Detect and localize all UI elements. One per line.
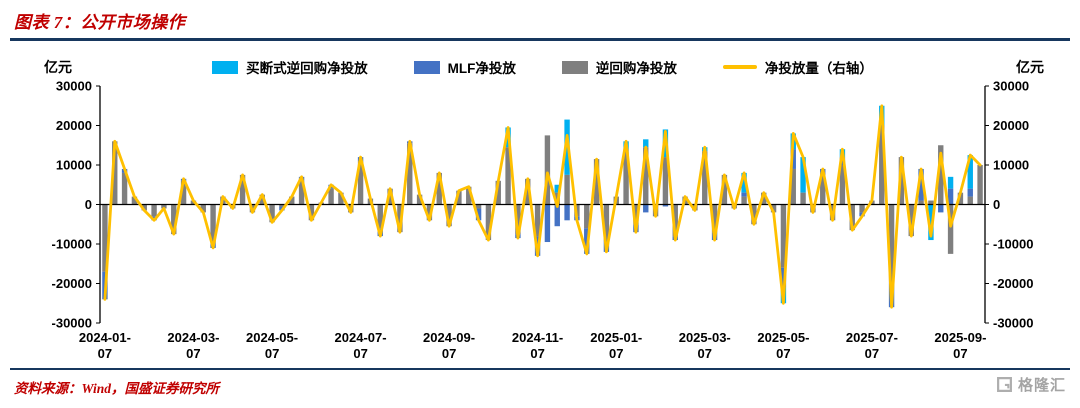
legend-item: 净投放量（右轴）	[722, 57, 873, 77]
svg-text:07: 07	[865, 346, 879, 361]
svg-text:20000: 20000	[993, 118, 1029, 133]
left-axis-unit-label: 亿元	[44, 59, 72, 75]
svg-text:0: 0	[993, 197, 1000, 212]
top-divider	[10, 38, 1070, 41]
svg-text:-10000: -10000	[52, 237, 92, 252]
right-axis-unit-label: 亿元	[1016, 59, 1044, 75]
legend-line-icon	[722, 65, 757, 69]
svg-text:2025-01-: 2025-01-	[590, 330, 642, 345]
data-source-note: 资料来源：Wind，国盛证券研究所	[14, 381, 220, 396]
net-injection-line	[103, 104, 982, 309]
svg-text:0: 0	[85, 197, 92, 212]
svg-text:2025-07-: 2025-07-	[846, 330, 898, 345]
legend-label: 净投放量（右轴）	[764, 61, 873, 76]
svg-text:10000: 10000	[56, 158, 92, 173]
legend-swatch-icon	[212, 60, 239, 74]
svg-text:30000: 30000	[993, 79, 1029, 94]
legend-item: 逆回购净投放	[561, 57, 677, 77]
legend-swatch-icon	[413, 60, 440, 74]
svg-text:-20000: -20000	[52, 276, 92, 291]
legend-item: 买断式逆回购净投放	[212, 57, 368, 77]
svg-text:2025-05-: 2025-05-	[757, 330, 809, 345]
svg-text:07: 07	[698, 346, 712, 361]
svg-text:2024-03-: 2024-03-	[167, 330, 219, 345]
legend-swatch-icon	[561, 60, 588, 74]
open-market-operations-chart: 30000 30000 20000 20000 10000 10000 0 0 -10000 -1…	[52, 79, 1034, 362]
svg-text:-30000: -30000	[52, 316, 92, 331]
gelonghui-logo-icon	[997, 377, 1012, 392]
svg-text:2025-03-: 2025-03-	[679, 330, 731, 345]
svg-text:07: 07	[530, 346, 544, 361]
svg-text:2024-01-: 2024-01-	[79, 330, 131, 345]
svg-text:07: 07	[776, 346, 790, 361]
svg-text:-10000: -10000	[993, 237, 1033, 252]
legend-item: MLF净投放	[413, 57, 516, 77]
legend-label: MLF净投放	[447, 61, 516, 76]
gelonghui-watermark-text: 格隆汇	[1017, 377, 1066, 394]
legend-label: 逆回购净投放	[595, 61, 677, 76]
svg-text:2024-09-: 2024-09-	[423, 330, 475, 345]
gelonghui-watermark: 格隆汇	[996, 374, 1066, 395]
chart-legend: 买断式逆回购净投放 MLF净投放 逆回购净投放 净投放量（右轴）	[100, 57, 985, 77]
svg-text:2024-11-: 2024-11-	[512, 330, 563, 345]
bottom-divider	[10, 368, 1070, 370]
bar-series	[102, 125, 983, 284]
svg-text:07: 07	[609, 346, 623, 361]
svg-text:07: 07	[186, 346, 200, 361]
svg-text:07: 07	[953, 346, 967, 361]
svg-text:20000: 20000	[56, 118, 92, 133]
svg-text:07: 07	[265, 346, 279, 361]
svg-text:07: 07	[98, 346, 112, 361]
svg-text:2024-05-: 2024-05-	[246, 330, 298, 345]
svg-text:-30000: -30000	[993, 316, 1033, 331]
svg-text:07: 07	[353, 346, 367, 361]
legend-label: 买断式逆回购净投放	[246, 61, 368, 76]
figure-title: 图表 7：公开市场操作	[14, 13, 186, 32]
svg-text:07: 07	[442, 346, 456, 361]
svg-text:2024-07-: 2024-07-	[335, 330, 387, 345]
svg-text:30000: 30000	[56, 79, 92, 94]
svg-text:2025-09-: 2025-09-	[934, 330, 986, 345]
svg-text:-20000: -20000	[993, 276, 1033, 291]
svg-text:10000: 10000	[993, 158, 1029, 173]
